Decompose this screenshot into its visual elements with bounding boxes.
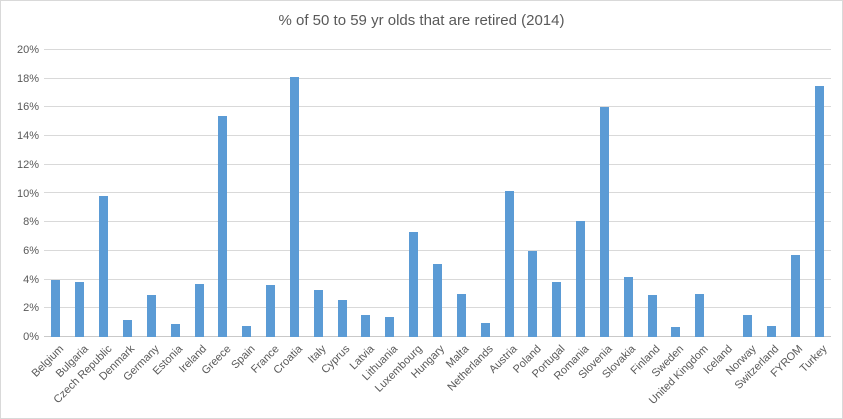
bar-greece xyxy=(218,116,227,337)
bar-luxembourg xyxy=(409,232,418,337)
bar-netherlands xyxy=(481,323,490,337)
bar-lithuania xyxy=(385,317,394,337)
bar-romania xyxy=(576,221,585,337)
bar-czech-republic xyxy=(99,196,108,337)
y-tick-label-6%: 6% xyxy=(23,245,39,257)
gridline-8% xyxy=(44,221,831,222)
bar-poland xyxy=(528,251,537,337)
bar-estonia xyxy=(171,324,180,337)
y-tick-label-18%: 18% xyxy=(16,73,39,85)
y-tick-label-8%: 8% xyxy=(23,216,39,228)
bar-finland xyxy=(648,295,657,337)
gridline-12% xyxy=(44,164,831,165)
bar-france xyxy=(266,285,275,337)
gridline-10% xyxy=(44,192,831,193)
y-tick-label-4%: 4% xyxy=(23,274,39,286)
bar-turkey xyxy=(815,86,824,337)
bar-slovenia xyxy=(600,107,609,337)
gridline-16% xyxy=(44,106,831,107)
bar-slovakia xyxy=(624,277,633,337)
y-tick-label-12%: 12% xyxy=(16,159,39,171)
bar-ireland xyxy=(195,284,204,337)
bar-spain xyxy=(242,326,251,337)
bar-italy xyxy=(314,290,323,337)
plot-area xyxy=(44,49,831,337)
bar-germany xyxy=(147,295,156,337)
y-tick-label-2%: 2% xyxy=(23,302,39,314)
bar-denmark xyxy=(123,320,132,337)
bar-sweden xyxy=(671,327,680,337)
bar-cyprus xyxy=(338,300,347,337)
bar-malta xyxy=(457,294,466,337)
gridline-6% xyxy=(44,250,831,251)
bar-bulgaria xyxy=(75,282,84,337)
y-tick-label-10%: 10% xyxy=(16,188,39,200)
y-tick-label-14%: 14% xyxy=(16,130,39,142)
bar-switzerland xyxy=(767,326,776,337)
y-tick-label-20%: 20% xyxy=(16,44,39,56)
bar-belgium xyxy=(51,280,60,337)
bar-united-kingdom xyxy=(695,294,704,337)
y-tick-label-0%: 0% xyxy=(23,331,39,343)
bar-norway xyxy=(743,315,752,337)
gridline-18% xyxy=(44,78,831,79)
bar-portugal xyxy=(552,282,561,337)
bar-hungary xyxy=(433,264,442,337)
y-tick-label-16%: 16% xyxy=(16,101,39,113)
bar-fyrom xyxy=(791,255,800,337)
gridline-14% xyxy=(44,135,831,136)
bar-latvia xyxy=(361,315,370,337)
chart-title: % of 50 to 59 yr olds that are retired (… xyxy=(278,12,565,29)
bar-austria xyxy=(505,191,514,337)
bar-croatia xyxy=(290,77,299,337)
gridline-20% xyxy=(44,49,831,50)
